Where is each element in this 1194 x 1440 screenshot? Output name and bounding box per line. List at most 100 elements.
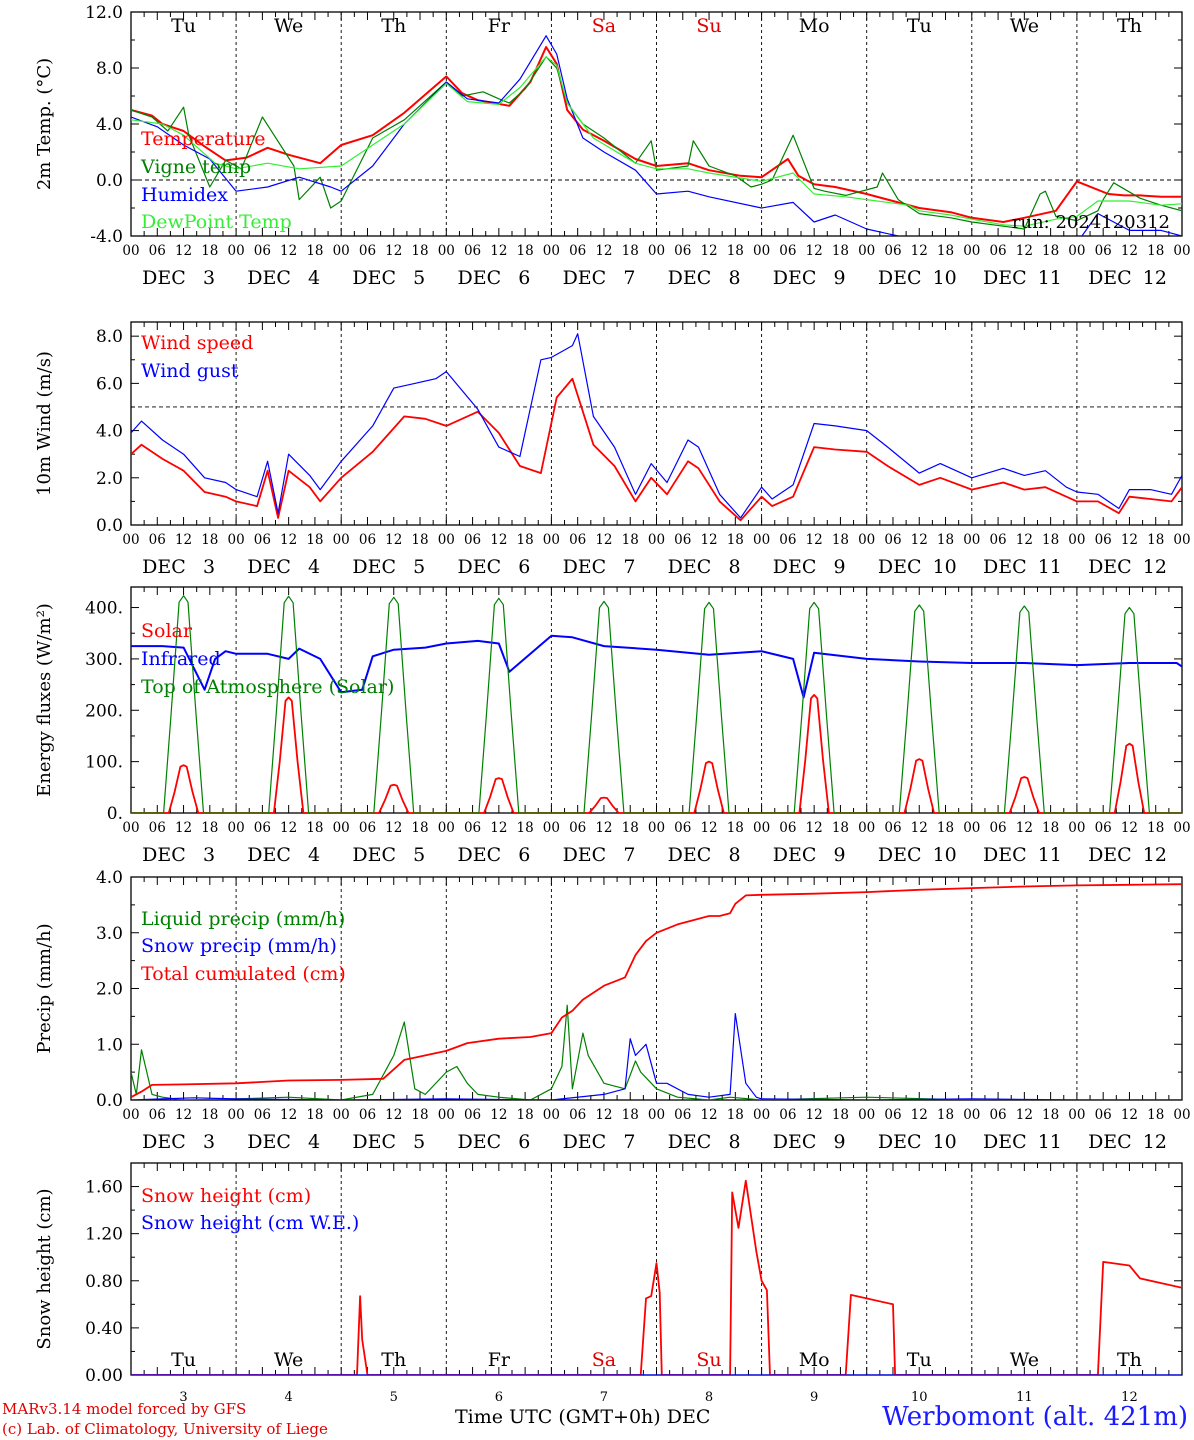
hour-tick-label: 18 <box>517 532 534 548</box>
y-tick-label: 1.20 <box>85 1225 123 1245</box>
hour-tick-label: 06 <box>149 532 166 548</box>
hour-tick-label: 12 <box>595 243 612 259</box>
hour-tick-label: 12 <box>1121 1107 1138 1123</box>
hour-tick-label: 12 <box>595 1107 612 1123</box>
hour-tick-label: 00 <box>963 532 980 548</box>
hour-tick-label: 12 <box>806 1107 823 1123</box>
hour-tick-label: 06 <box>884 1107 901 1123</box>
hour-tick-label: 06 <box>989 1107 1006 1123</box>
hour-tick-label: 00 <box>648 243 665 259</box>
hour-tick-label: 00 <box>1173 1107 1190 1123</box>
hour-tick-label: 06 <box>464 243 481 259</box>
hour-tick-label: 00 <box>543 1107 560 1123</box>
date-month-label: DEC <box>563 844 607 866</box>
hour-tick-label: 12 <box>490 1107 507 1123</box>
day-number-label: 7 <box>600 1390 608 1405</box>
date-day-label: 9 <box>834 1131 846 1153</box>
hour-tick-label: 18 <box>622 243 639 259</box>
series-group <box>131 1179 1182 1375</box>
y-axis-label: 10m Wind (m/s) <box>34 351 55 496</box>
hour-tick-label: 12 <box>490 820 507 836</box>
hour-tick-label: 06 <box>674 532 691 548</box>
weekday-label: Th <box>1117 1349 1142 1371</box>
hour-tick-label: 12 <box>911 243 928 259</box>
day-number-label: 5 <box>390 1390 398 1405</box>
day-number-label: 4 <box>285 1390 293 1405</box>
hour-tick-label: 06 <box>149 243 166 259</box>
date-month-label: DEC <box>247 1131 291 1153</box>
hour-tick-label: 06 <box>884 243 901 259</box>
y-axis-label: Energy fluxes (W/m²) <box>34 603 55 797</box>
weekday-label: Mo <box>799 1349 830 1371</box>
hour-tick-label: 18 <box>1042 532 1059 548</box>
date-month-label: DEC <box>457 267 501 289</box>
hour-tick-label: 12 <box>806 243 823 259</box>
date-day-label: 12 <box>1143 267 1167 289</box>
plot-frame <box>130 11 1183 237</box>
hour-tick-label: 12 <box>595 532 612 548</box>
hour-tick-label: 00 <box>648 1107 665 1123</box>
run-annotation: run: 2024120312 <box>1012 212 1170 233</box>
legend-entry: DewPoint Temp <box>141 211 292 233</box>
date-month-label: DEC <box>247 556 291 578</box>
date-month-label: DEC <box>878 556 922 578</box>
hour-tick-label: 18 <box>201 532 218 548</box>
hour-tick-label: 12 <box>911 820 928 836</box>
day-number-label: 11 <box>1016 1390 1033 1405</box>
hour-tick-label: 12 <box>806 532 823 548</box>
hour-tick-label: 06 <box>1095 1107 1112 1123</box>
hour-tick-label: 00 <box>1173 243 1190 259</box>
series-line-wind-speed <box>131 377 1182 522</box>
hour-tick-label: 00 <box>228 243 245 259</box>
y-tick-label: 8.0 <box>96 327 123 347</box>
weekday-label: We <box>274 15 303 37</box>
hour-tick-label: 00 <box>858 1107 875 1123</box>
date-month-label: DEC <box>668 844 712 866</box>
y-tick-label: 4.0 <box>96 115 123 135</box>
series-line-vigne-temp <box>131 56 1182 230</box>
date-month-label: DEC <box>1088 267 1132 289</box>
hour-tick-label: 18 <box>306 532 323 548</box>
hour-tick-label: 00 <box>1173 820 1190 836</box>
hour-tick-label: 06 <box>989 820 1006 836</box>
hour-tick-label: 06 <box>989 532 1006 548</box>
hour-tick-label: 00 <box>858 820 875 836</box>
hour-tick-label: 12 <box>911 1107 928 1123</box>
hour-tick-label: 18 <box>411 820 428 836</box>
hour-tick-label: 06 <box>359 820 376 836</box>
hour-tick-label: 06 <box>779 820 796 836</box>
hour-tick-label: 00 <box>438 243 455 259</box>
date-month-label: DEC <box>1088 1131 1132 1153</box>
y-tick-label: 12.0 <box>85 3 123 23</box>
hour-tick-label: 06 <box>569 532 586 548</box>
y-tick-label: 3.0 <box>96 924 123 944</box>
date-month-label: DEC <box>773 556 817 578</box>
date-day-label: 3 <box>203 1131 215 1153</box>
date-month-label: DEC <box>983 267 1027 289</box>
hour-tick-label: 00 <box>333 532 350 548</box>
hour-tick-label: 00 <box>1068 820 1085 836</box>
legend-entry: Solar <box>141 620 193 642</box>
date-month-label: DEC <box>563 267 607 289</box>
hour-tick-label: 12 <box>700 532 717 548</box>
weekday-label: Th <box>1117 15 1142 37</box>
hour-tick-label: 18 <box>832 1107 849 1123</box>
hour-tick-label: 12 <box>280 532 297 548</box>
date-month-label: DEC <box>773 267 817 289</box>
hour-tick-label: 00 <box>122 820 139 836</box>
date-month-label: DEC <box>142 556 186 578</box>
hour-tick-label: 18 <box>937 1107 954 1123</box>
hour-tick-label: 12 <box>490 243 507 259</box>
y-tick-label: 2.0 <box>96 980 123 1000</box>
date-month-label: DEC <box>878 267 922 289</box>
weekday-label: Tu <box>907 1349 932 1371</box>
hour-tick-label: 18 <box>201 820 218 836</box>
weekday-label: Fr <box>488 15 511 37</box>
date-day-label: 8 <box>728 844 740 866</box>
hour-tick-label: 00 <box>122 532 139 548</box>
date-day-label: 11 <box>1038 267 1062 289</box>
date-day-label: 12 <box>1143 844 1167 866</box>
date-day-label: 3 <box>203 556 215 578</box>
hour-tick-label: 06 <box>254 1107 271 1123</box>
